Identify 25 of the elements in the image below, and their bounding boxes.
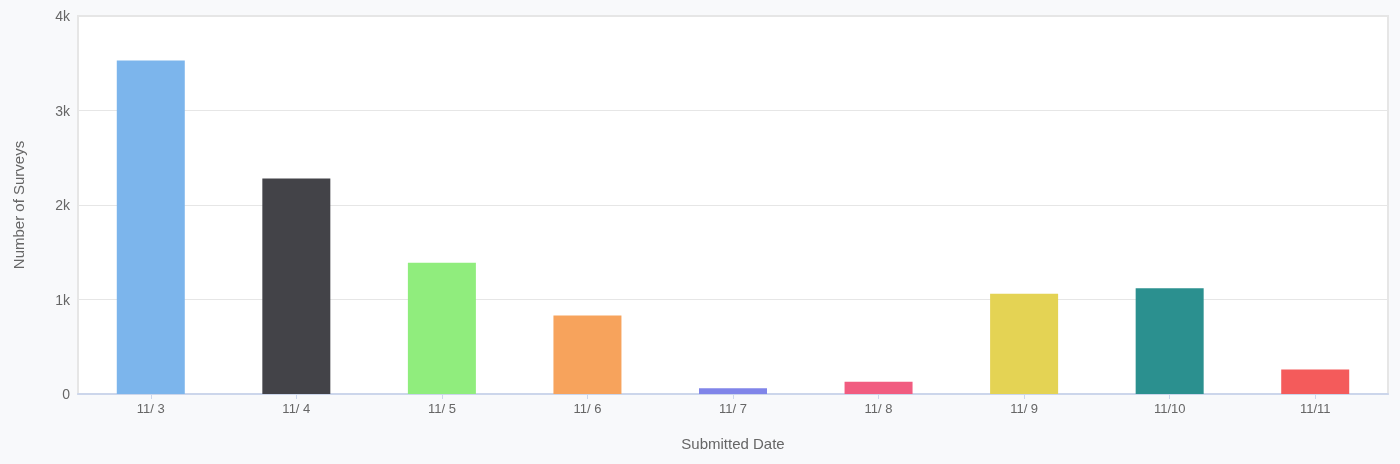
bar [844, 381, 913, 394]
bar [1281, 369, 1350, 394]
x-axis-title: Submitted Date [681, 435, 785, 452]
x-tick-label: 11/ 7 [719, 401, 747, 416]
y-tick-label: 0 [62, 386, 71, 402]
bar [1135, 288, 1204, 394]
x-tick-label: 11/ 6 [573, 401, 602, 416]
bar [407, 262, 476, 394]
y-tick-label: 4k [55, 8, 71, 24]
bar [262, 178, 331, 394]
bar [553, 315, 622, 394]
x-tick-label: 11/10 [1153, 401, 1186, 416]
x-tick-label: 11/ 8 [864, 401, 893, 416]
y-tick-label: 1k [55, 291, 71, 308]
y-axis-title: Number of Surveys [10, 140, 27, 270]
x-tick-label: 11/ 3 [136, 401, 165, 416]
x-tick-label: 11/ 9 [1010, 401, 1039, 416]
x-tick-label: 11/11 [1299, 401, 1331, 416]
bar [116, 60, 185, 394]
y-tick-label: 3k [55, 102, 71, 119]
x-tick-label: 11/ 4 [282, 401, 311, 416]
y-tick-label: 2k [55, 197, 71, 213]
bar [699, 388, 767, 394]
x-tick-label: 11/ 5 [427, 401, 456, 416]
bar [990, 293, 1059, 394]
